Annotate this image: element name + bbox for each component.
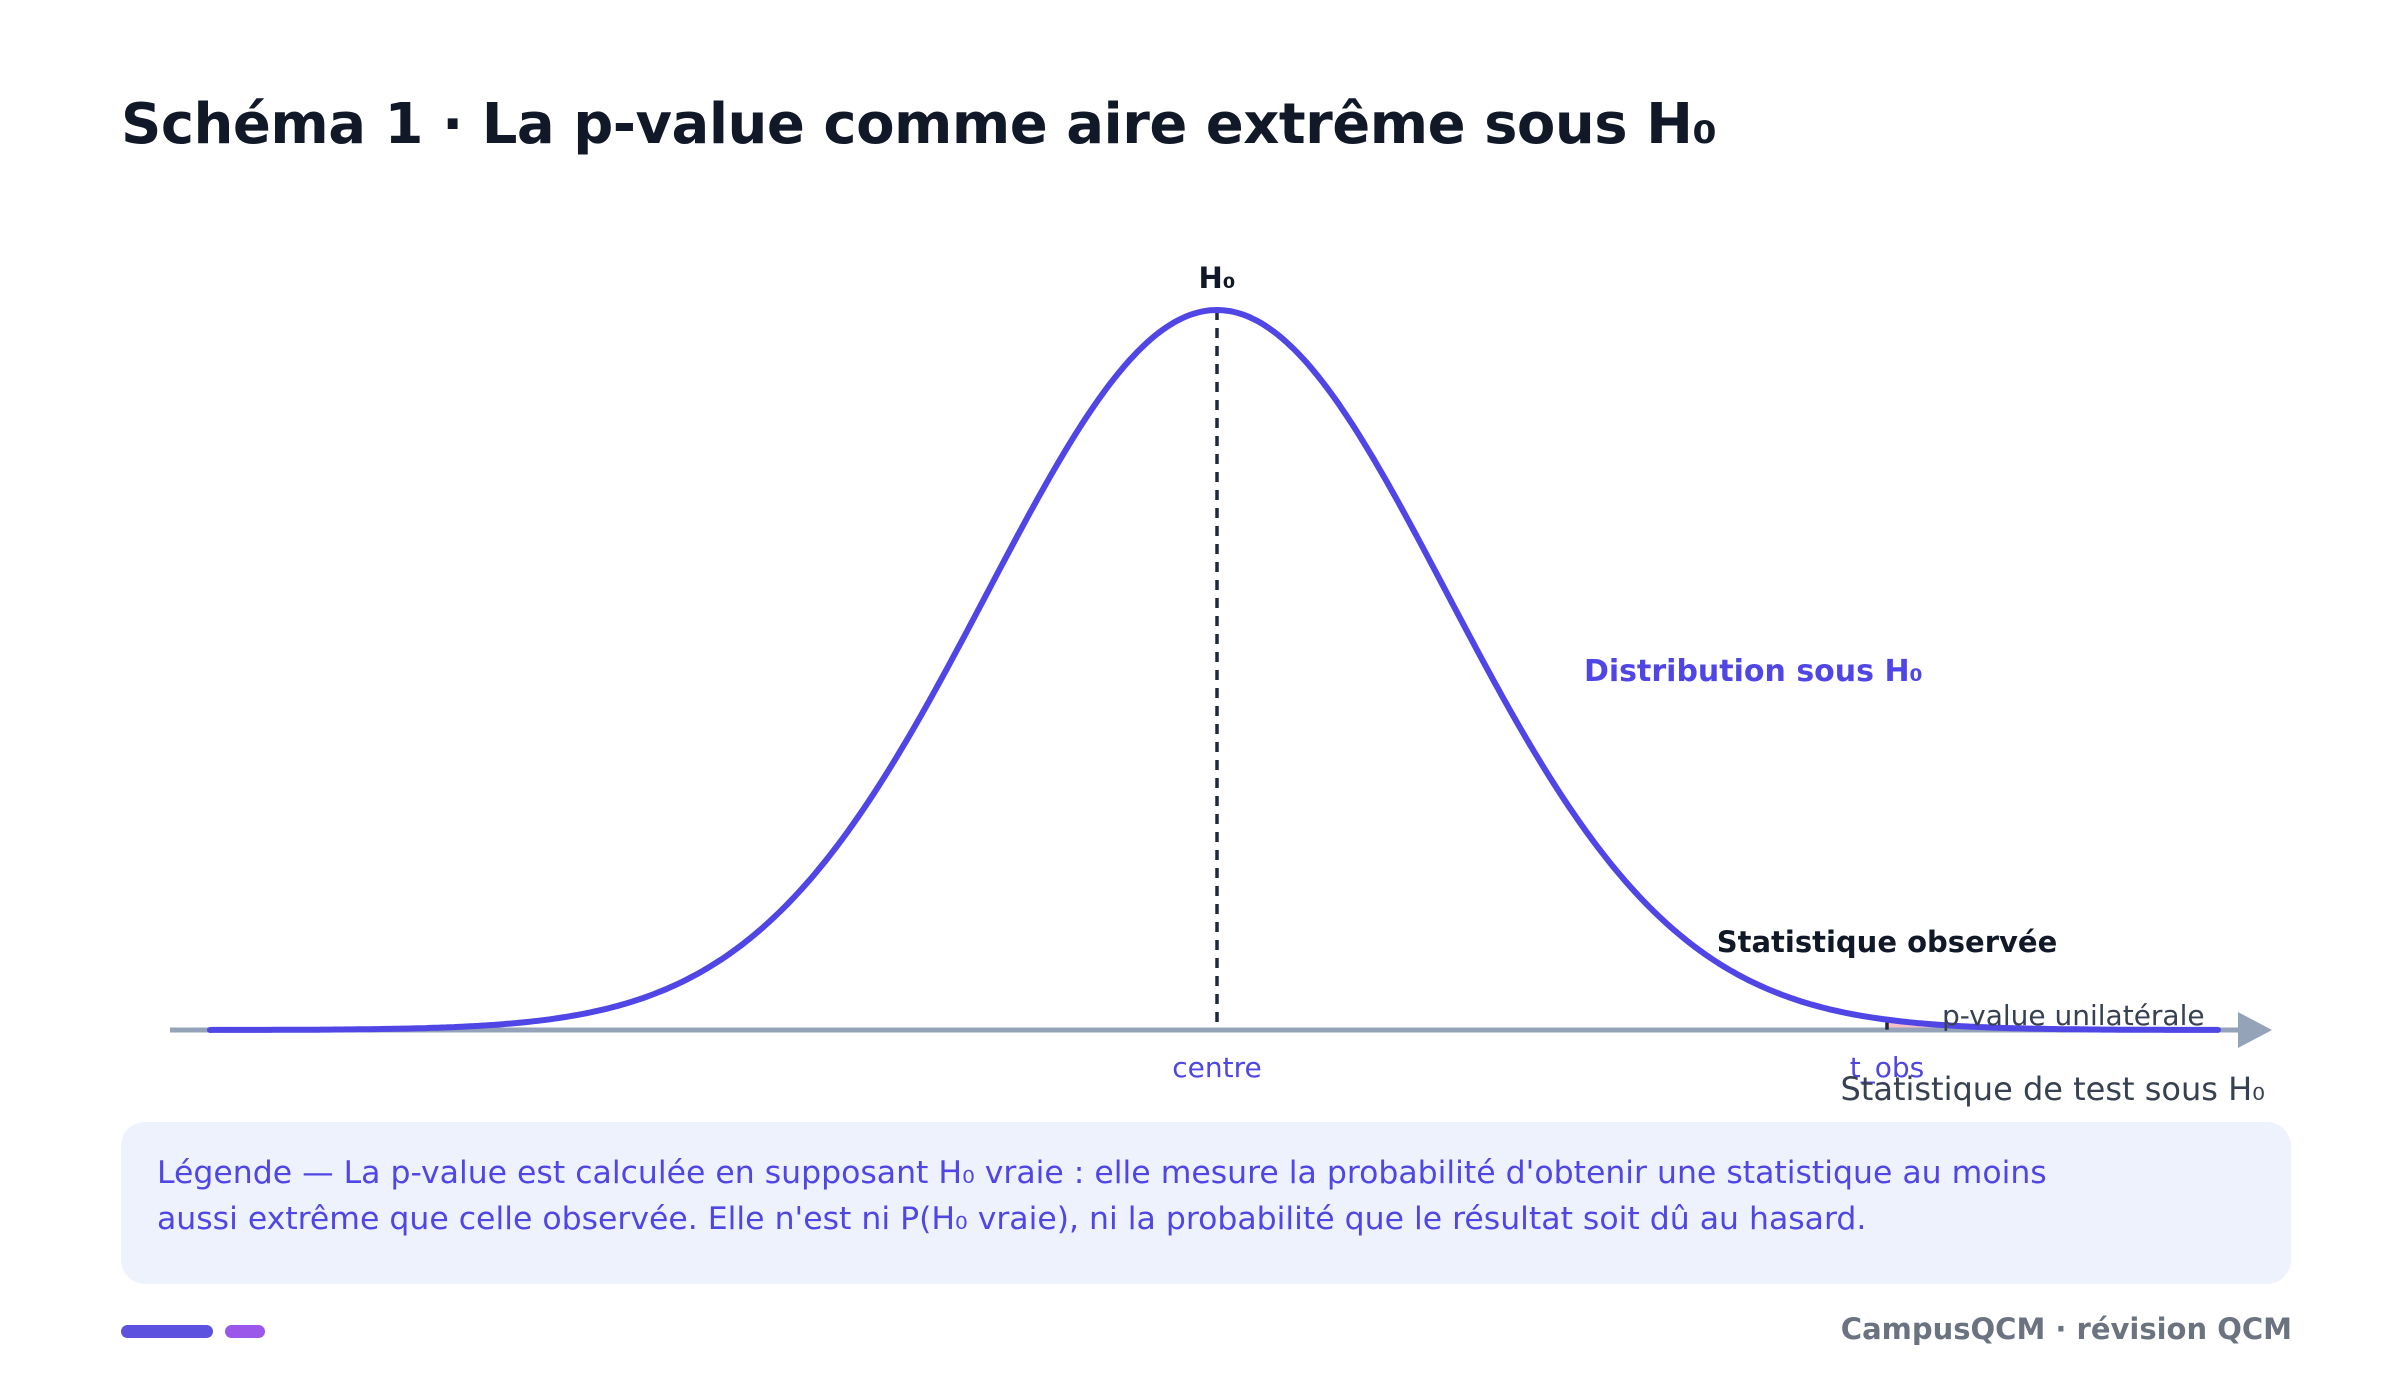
x-axis-label: Statistique de test sous H₀ — [1840, 1070, 2265, 1108]
center-tick-label: centre — [1172, 1051, 1261, 1084]
footer-brand: CampusQCM · révision QCM — [1840, 1312, 2292, 1346]
curve-label: Distribution sous H₀ — [1584, 654, 1923, 689]
t-obs-tick-label: t_obs — [1850, 1051, 1924, 1084]
legend-text: Légende — La p-value est calculée en sup… — [157, 1155, 2047, 1237]
observed-statistic-label: Statistique observée — [1717, 925, 2058, 959]
page-title: Schéma 1 · La p-value comme aire extrême… — [121, 92, 1717, 157]
footer-bar-secondary — [225, 1325, 265, 1338]
legend-box: Légende — La p-value est calculée en sup… — [121, 1122, 2291, 1284]
peak-label: H₀ — [1199, 261, 1236, 295]
footer-bar-primary — [121, 1325, 213, 1338]
h0-distribution-curve — [207, 306, 2221, 1033]
x-axis-arrowhead — [2238, 1012, 2272, 1048]
tail-area-label: p-value unilatérale — [1942, 999, 2205, 1032]
